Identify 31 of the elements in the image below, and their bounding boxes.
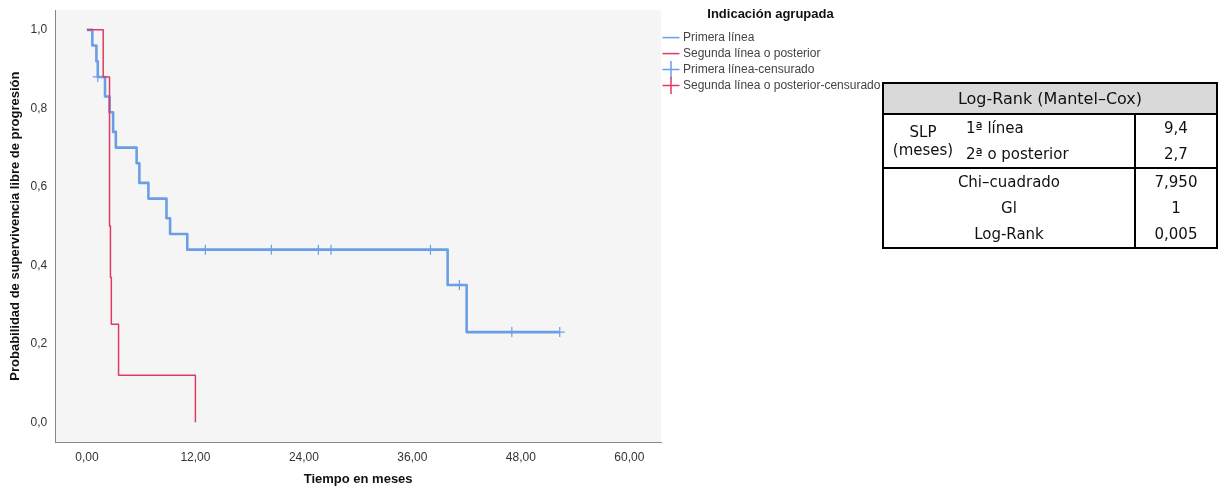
x-tick-label: 12,00 [180, 449, 211, 464]
legend-label: Segunda línea o posterior [683, 45, 821, 60]
text: 2ª o posterior [965, 144, 1070, 165]
x-tick-label: 0,00 [75, 449, 99, 464]
y-axis-title: Probabilidad de supervivencia libre de progresión [7, 71, 23, 381]
text: SLP (meses) [891, 122, 955, 161]
y-tick-label: 1,0 [30, 22, 48, 37]
x-tick-label: 36,00 [397, 449, 428, 464]
text: 1 [1134, 195, 1217, 221]
text: 9,4 [1134, 114, 1217, 141]
y-tick-label: 0,6 [30, 179, 48, 194]
x-tick-label: 24,00 [288, 449, 320, 464]
y-tick-label: 0,2 [30, 336, 48, 351]
legend-title: Indicación agrupada [707, 6, 835, 22]
legend-label: Primera línea-censurado [683, 61, 815, 76]
text: Log-Rank (Mantel–Cox) [883, 83, 1217, 114]
x-axis-title: Tiempo en meses [303, 470, 413, 486]
y-tick-label: 0,8 [30, 100, 48, 115]
text: Log-Rank [973, 224, 1045, 245]
x-tick-label: 60,00 [614, 449, 645, 464]
text: 2,7 [1134, 141, 1217, 168]
legend-label: Primera línea [683, 29, 755, 44]
text: 1ª línea [965, 118, 1025, 139]
legend-label: Segunda línea o posterior-censurado [683, 77, 881, 92]
y-tick-label: 0,4 [30, 257, 48, 272]
y-tick-label: 0,0 [30, 414, 48, 429]
text: 0,005 [1134, 221, 1217, 248]
text: Gl [1000, 198, 1018, 219]
text: 7,950 [1134, 168, 1217, 195]
x-tick-label: 48,00 [505, 449, 537, 464]
text: Chi–cuadrado [883, 168, 1135, 195]
